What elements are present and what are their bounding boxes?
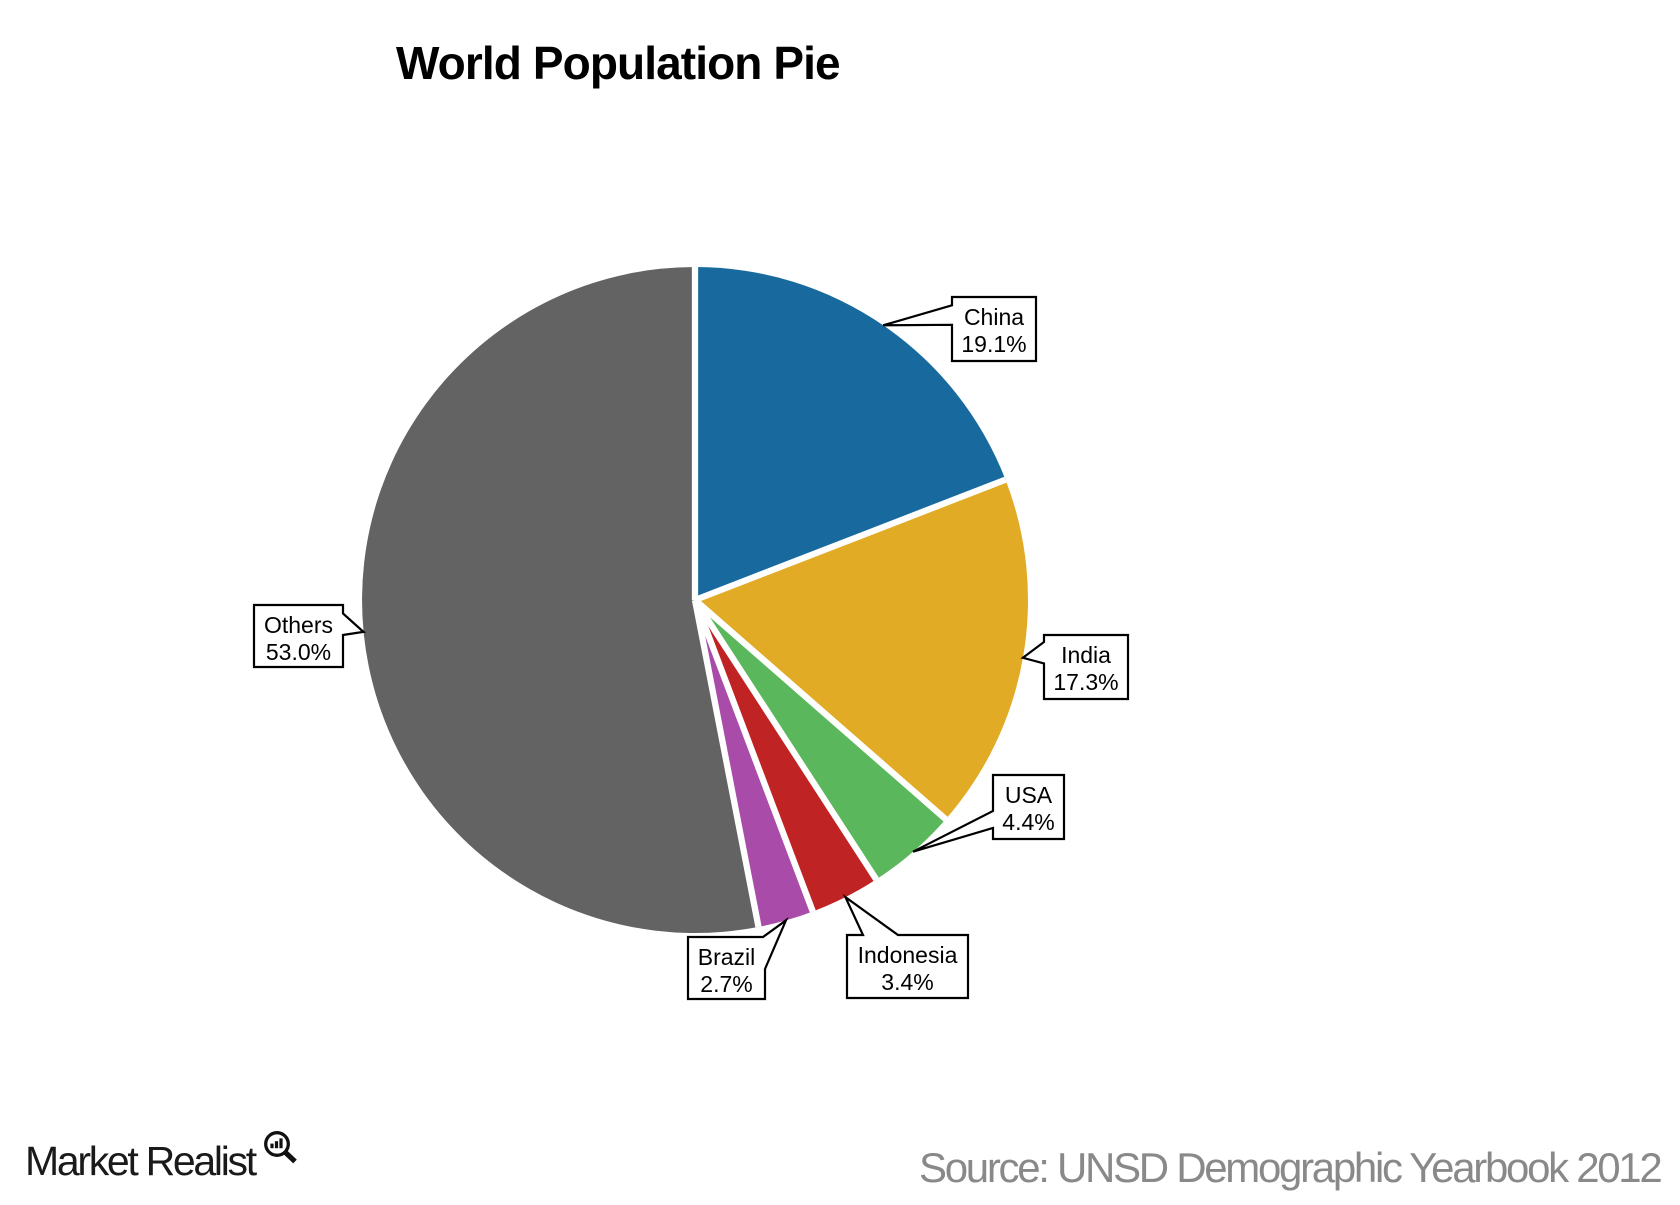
svg-text:53.0%: 53.0% xyxy=(266,639,331,665)
svg-text:Brazil: Brazil xyxy=(698,944,756,970)
svg-text:2.7%: 2.7% xyxy=(700,971,752,997)
svg-text:4.4%: 4.4% xyxy=(1002,809,1054,835)
svg-text:19.1%: 19.1% xyxy=(961,331,1026,357)
svg-text:Market Realist: Market Realist xyxy=(25,1138,258,1184)
svg-text:Indonesia: Indonesia xyxy=(858,942,958,968)
svg-text:World Population Pie: World Population Pie xyxy=(396,37,840,89)
svg-text:India: India xyxy=(1061,642,1111,668)
svg-text:17.3%: 17.3% xyxy=(1053,669,1118,695)
svg-text:Others: Others xyxy=(264,612,333,638)
svg-text:China: China xyxy=(964,304,1024,330)
svg-text:Source: UNSD Demographic Yearb: Source: UNSD Demographic Yearbook 2012 xyxy=(919,1144,1661,1191)
svg-text:3.4%: 3.4% xyxy=(881,969,933,995)
svg-text:USA: USA xyxy=(1005,782,1053,808)
